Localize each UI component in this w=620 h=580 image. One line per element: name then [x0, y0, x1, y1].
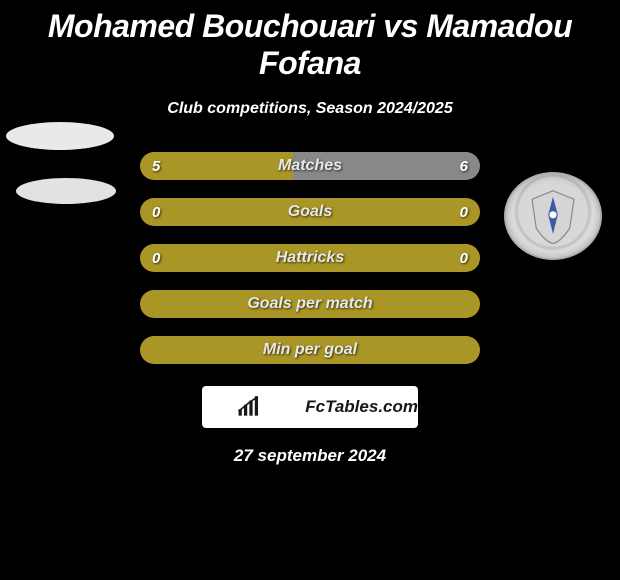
stat-row: Goals per match	[140, 290, 480, 318]
stat-value-left: 5	[152, 152, 160, 180]
stat-value-right: 0	[460, 244, 468, 272]
stat-value-right: 6	[460, 152, 468, 180]
stat-row: Min per goal	[140, 336, 480, 364]
page-title: Mohamed Bouchouari vs Mamadou Fofana	[0, 0, 620, 82]
stat-bar-left	[140, 290, 480, 318]
stat-value-left: 0	[152, 198, 160, 226]
club-crest-icon	[504, 172, 602, 260]
brand-badge: FcTables.com	[202, 386, 418, 428]
stat-bar-right	[293, 152, 480, 180]
stat-bar-left	[140, 336, 480, 364]
brand-chart-icon	[202, 394, 303, 420]
brand-text: FcTables.com	[305, 397, 418, 417]
player-left-badge	[6, 122, 116, 204]
stat-value-right: 0	[460, 198, 468, 226]
datestamp: 27 september 2024	[0, 446, 620, 466]
stat-row: Matches56	[140, 152, 480, 180]
stat-bar-left	[140, 244, 480, 272]
player-right-badge	[504, 172, 602, 260]
stat-bar-left	[140, 198, 480, 226]
stat-bar-left	[140, 152, 293, 180]
stat-row: Goals00	[140, 198, 480, 226]
stat-value-left: 0	[152, 244, 160, 272]
subtitle: Club competitions, Season 2024/2025	[0, 100, 620, 118]
stat-row: Hattricks00	[140, 244, 480, 272]
